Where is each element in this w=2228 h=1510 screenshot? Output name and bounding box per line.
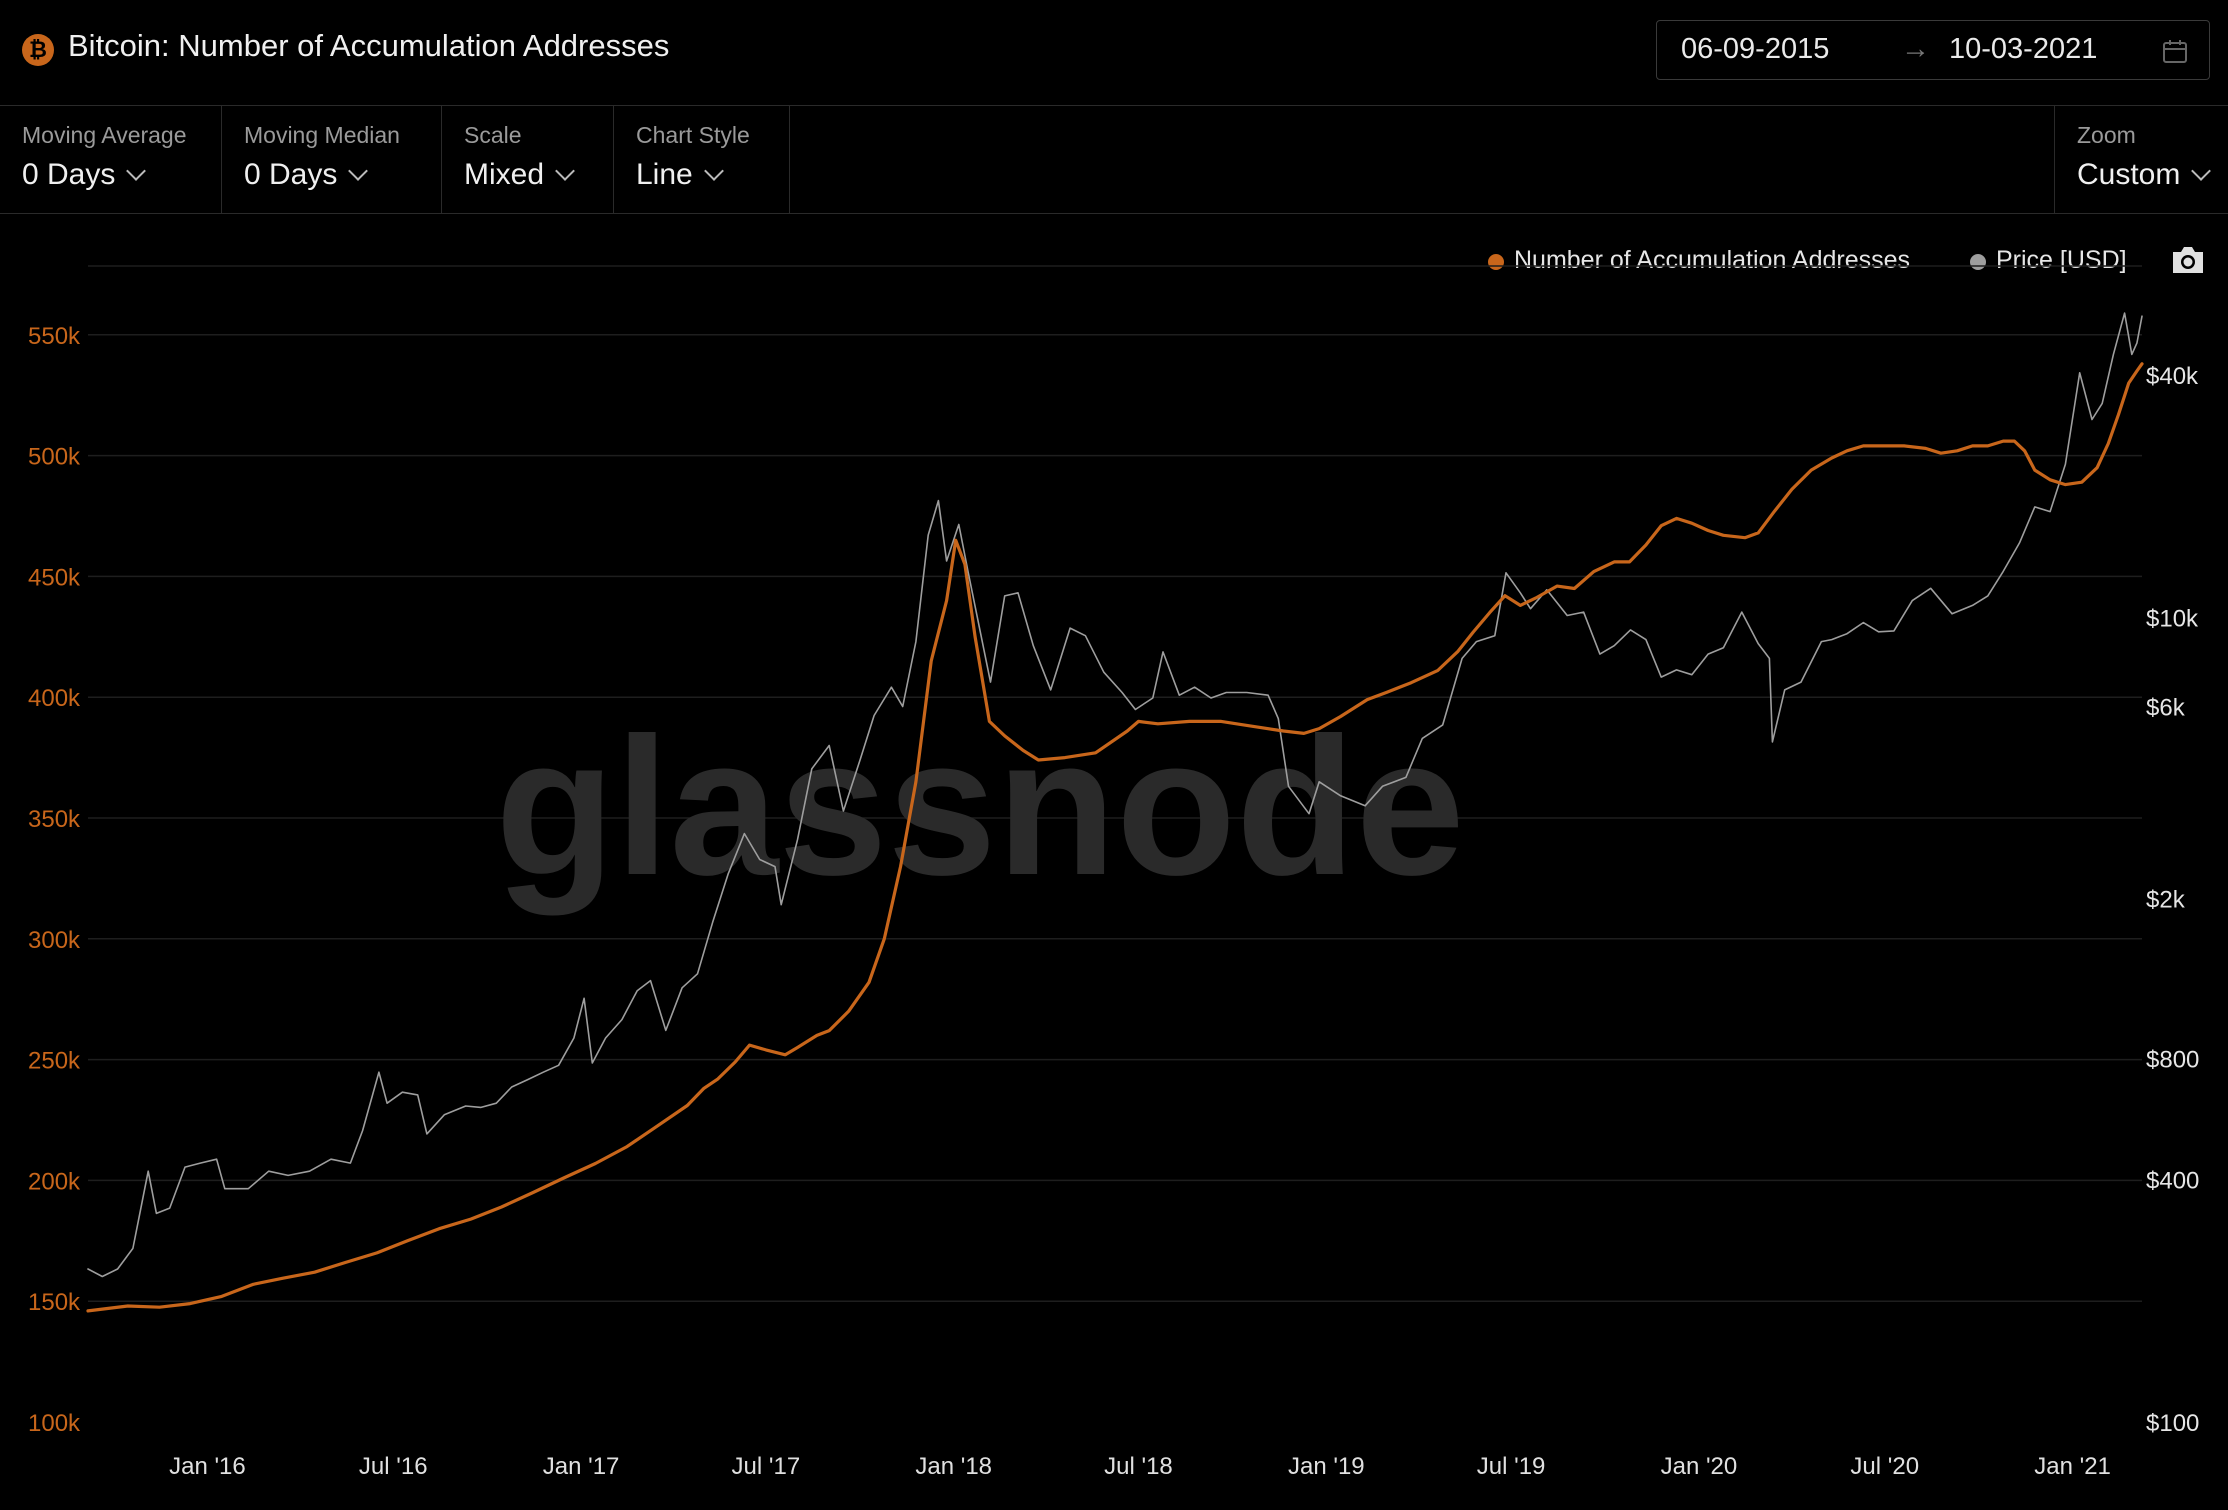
x-tick-label: Jul '19 [1477, 1453, 1546, 1480]
x-tick-label: Jul '17 [732, 1453, 801, 1480]
y-right-tick-label: $40k [2146, 363, 2199, 390]
y-right-tick-label: $2k [2146, 887, 2186, 914]
x-tick-label: Jan '20 [1661, 1453, 1738, 1480]
chart-controls: Moving Average 0 Days Moving Median 0 Da… [0, 106, 2228, 214]
y-left-tick-label: 550k [28, 323, 81, 350]
zoom-dropdown[interactable]: Zoom Custom [2054, 106, 2228, 213]
chevron-down-icon [2191, 161, 2212, 181]
x-tick-label: Jul '16 [359, 1453, 428, 1480]
x-tick-label: Jan '21 [2034, 1453, 2111, 1480]
legend-label-price: Price [USD] [1996, 246, 2127, 274]
scale-dropdown[interactable]: Scale Mixed [442, 106, 614, 213]
bitcoin-icon: ₿ [22, 34, 54, 66]
series-line-accumulation[interactable] [86, 362, 2144, 1313]
y-right-tick-label: $6k [2146, 695, 2186, 722]
y-left-tick-label: 200k [28, 1168, 81, 1195]
y-left-tick-label: 350k [28, 806, 81, 833]
x-tick-label: Jan '17 [543, 1453, 620, 1480]
scale-label: Scale [464, 122, 522, 148]
y-left-tick-label: 150k [28, 1289, 81, 1316]
y-left-tick-label: 300k [28, 927, 81, 954]
chart-style-dropdown[interactable]: Chart Style Line [614, 106, 790, 213]
y-left-tick-label: 450k [28, 564, 81, 591]
chart: glassnode 100k150k200k250k300k350k400k45… [28, 265, 2199, 1480]
y-left-tick-label: 100k [28, 1410, 81, 1437]
x-tick-label: Jan '16 [169, 1453, 246, 1480]
moving-median-label: Moving Median [244, 122, 400, 148]
y-right-tick-label: $400 [2146, 1168, 2199, 1195]
y-left-tick-label: 250k [28, 1048, 81, 1075]
zoom-label: Zoom [2077, 122, 2136, 148]
date-end-input[interactable]: 10-03-2021 [1949, 33, 2098, 65]
series-layer [86, 312, 2144, 1313]
page-title: Bitcoin: Number of Accumulation Addresse… [68, 28, 670, 63]
date-start-input[interactable]: 06-09-2015 [1681, 33, 1830, 65]
y-right-tick-label: $10k [2146, 605, 2199, 632]
y-left-tick-label: 400k [28, 685, 81, 712]
chevron-down-icon [348, 161, 369, 181]
moving-average-dropdown[interactable]: Moving Average 0 Days [0, 106, 222, 213]
chart-style-value[interactable]: Line [636, 158, 724, 192]
moving-median-dropdown[interactable]: Moving Median 0 Days [222, 106, 442, 213]
chevron-down-icon [555, 161, 575, 181]
scale-value[interactable]: Mixed [464, 158, 575, 192]
camera-icon[interactable] [2170, 244, 2206, 276]
arrow-right-icon: → [1901, 33, 1930, 65]
x-tick-label: Jul '20 [1850, 1453, 1919, 1480]
chevron-down-icon [703, 161, 724, 181]
chart-style-label: Chart Style [636, 122, 750, 148]
chevron-down-icon [126, 161, 147, 181]
zoom-value[interactable]: Custom [2077, 158, 2212, 192]
y-right-tick-label: $100 [2146, 1410, 2199, 1437]
y-right-tick-label: $800 [2146, 1047, 2199, 1074]
x-tick-label: Jul '18 [1104, 1453, 1173, 1480]
axes: 100k 150k 200k 250k 300k 350k 400k 450k 500k 550k… [28, 323, 2199, 1480]
x-tick-label: Jan '19 [1288, 1453, 1365, 1480]
calendar-icon[interactable] [2162, 38, 2188, 64]
date-range-picker[interactable]: 06-09-2015 → 10-03-2021 [1656, 20, 2210, 80]
grid [88, 265, 2142, 1302]
legend-label-accumulation: Number of Accumulation Addresses [1514, 246, 1911, 274]
series-line-price[interactable] [87, 312, 2143, 1278]
y-left-tick-label: 500k [28, 444, 81, 471]
moving-average-label: Moving Average [22, 122, 187, 148]
header: ₿ Bitcoin: Number of Accumulation Addres… [0, 0, 2228, 106]
x-tick-label: Jan '18 [915, 1453, 992, 1480]
moving-median-value[interactable]: 0 Days [244, 158, 369, 192]
moving-average-value[interactable]: 0 Days [22, 158, 147, 192]
